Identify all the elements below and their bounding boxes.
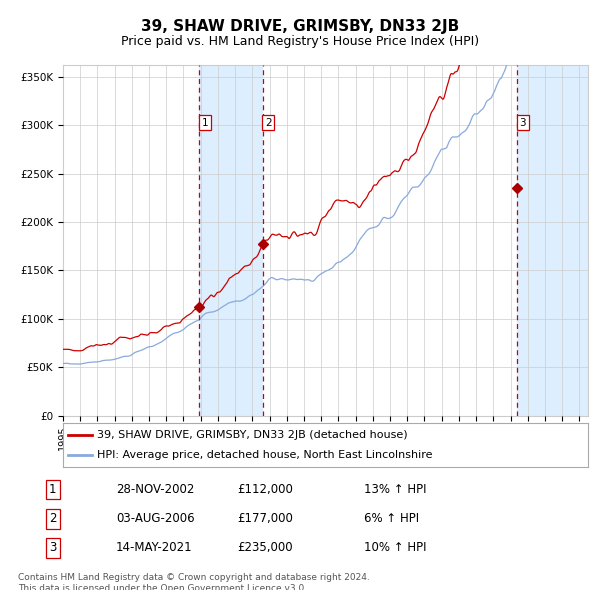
Text: 28-NOV-2002: 28-NOV-2002 — [116, 483, 194, 496]
Text: 10% ↑ HPI: 10% ↑ HPI — [364, 542, 426, 555]
Text: Price paid vs. HM Land Registry's House Price Index (HPI): Price paid vs. HM Land Registry's House … — [121, 35, 479, 48]
Text: 2: 2 — [265, 118, 272, 128]
Text: 39, SHAW DRIVE, GRIMSBY, DN33 2JB (detached house): 39, SHAW DRIVE, GRIMSBY, DN33 2JB (detac… — [97, 431, 408, 440]
Text: 1: 1 — [49, 483, 56, 496]
Text: 2: 2 — [49, 512, 56, 525]
Bar — [517, 65, 588, 416]
Bar — [199, 65, 262, 416]
Text: £177,000: £177,000 — [237, 512, 293, 525]
Text: £112,000: £112,000 — [237, 483, 293, 496]
Text: HPI: Average price, detached house, North East Lincolnshire: HPI: Average price, detached house, Nort… — [97, 450, 433, 460]
Text: Contains HM Land Registry data © Crown copyright and database right 2024.
This d: Contains HM Land Registry data © Crown c… — [18, 573, 370, 590]
Text: 3: 3 — [49, 542, 56, 555]
Text: 1: 1 — [202, 118, 208, 128]
Text: £235,000: £235,000 — [237, 542, 293, 555]
Text: 3: 3 — [520, 118, 526, 128]
Text: 39, SHAW DRIVE, GRIMSBY, DN33 2JB: 39, SHAW DRIVE, GRIMSBY, DN33 2JB — [141, 19, 459, 34]
Text: 14-MAY-2021: 14-MAY-2021 — [116, 542, 193, 555]
Text: 13% ↑ HPI: 13% ↑ HPI — [364, 483, 426, 496]
Text: 03-AUG-2006: 03-AUG-2006 — [116, 512, 194, 525]
Text: 6% ↑ HPI: 6% ↑ HPI — [364, 512, 419, 525]
